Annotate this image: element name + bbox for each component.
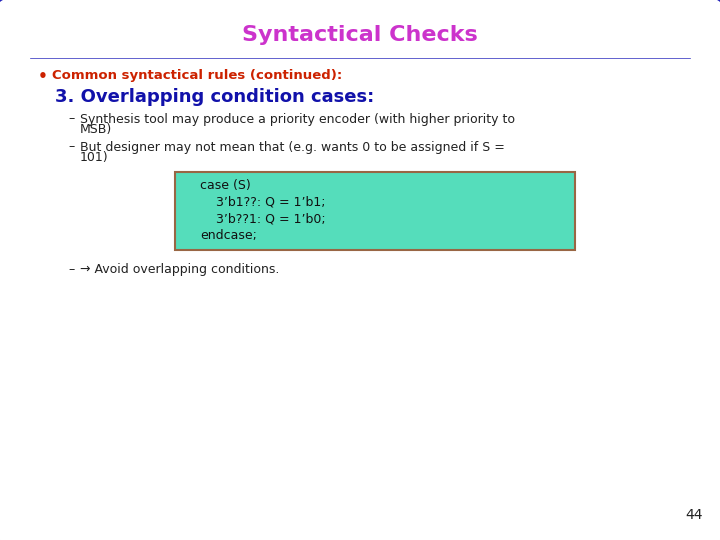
Text: Common syntactical rules (continued):: Common syntactical rules (continued): — [52, 70, 342, 83]
Text: 3’b1??: Q = 1’b1;: 3’b1??: Q = 1’b1; — [200, 195, 325, 208]
FancyBboxPatch shape — [175, 172, 575, 250]
Text: •: • — [38, 69, 48, 84]
Text: Syntactical Checks: Syntactical Checks — [242, 25, 478, 45]
Text: 3’b??1: Q = 1’b0;: 3’b??1: Q = 1’b0; — [200, 213, 325, 226]
Text: 101): 101) — [80, 152, 109, 165]
Text: 44: 44 — [685, 508, 703, 522]
Text: –: – — [68, 264, 74, 276]
Text: –: – — [68, 112, 74, 125]
Text: endcase;: endcase; — [200, 230, 257, 242]
Text: MSB): MSB) — [80, 124, 112, 137]
Text: –: – — [68, 140, 74, 153]
Text: → Avoid overlapping conditions.: → Avoid overlapping conditions. — [80, 264, 279, 276]
Text: case (S): case (S) — [200, 179, 251, 192]
Text: But designer may not mean that (e.g. wants 0 to be assigned if S =: But designer may not mean that (e.g. wan… — [80, 140, 505, 153]
Text: 3. Overlapping condition cases:: 3. Overlapping condition cases: — [55, 88, 374, 106]
Text: Synthesis tool may produce a priority encoder (with higher priority to: Synthesis tool may produce a priority en… — [80, 112, 515, 125]
